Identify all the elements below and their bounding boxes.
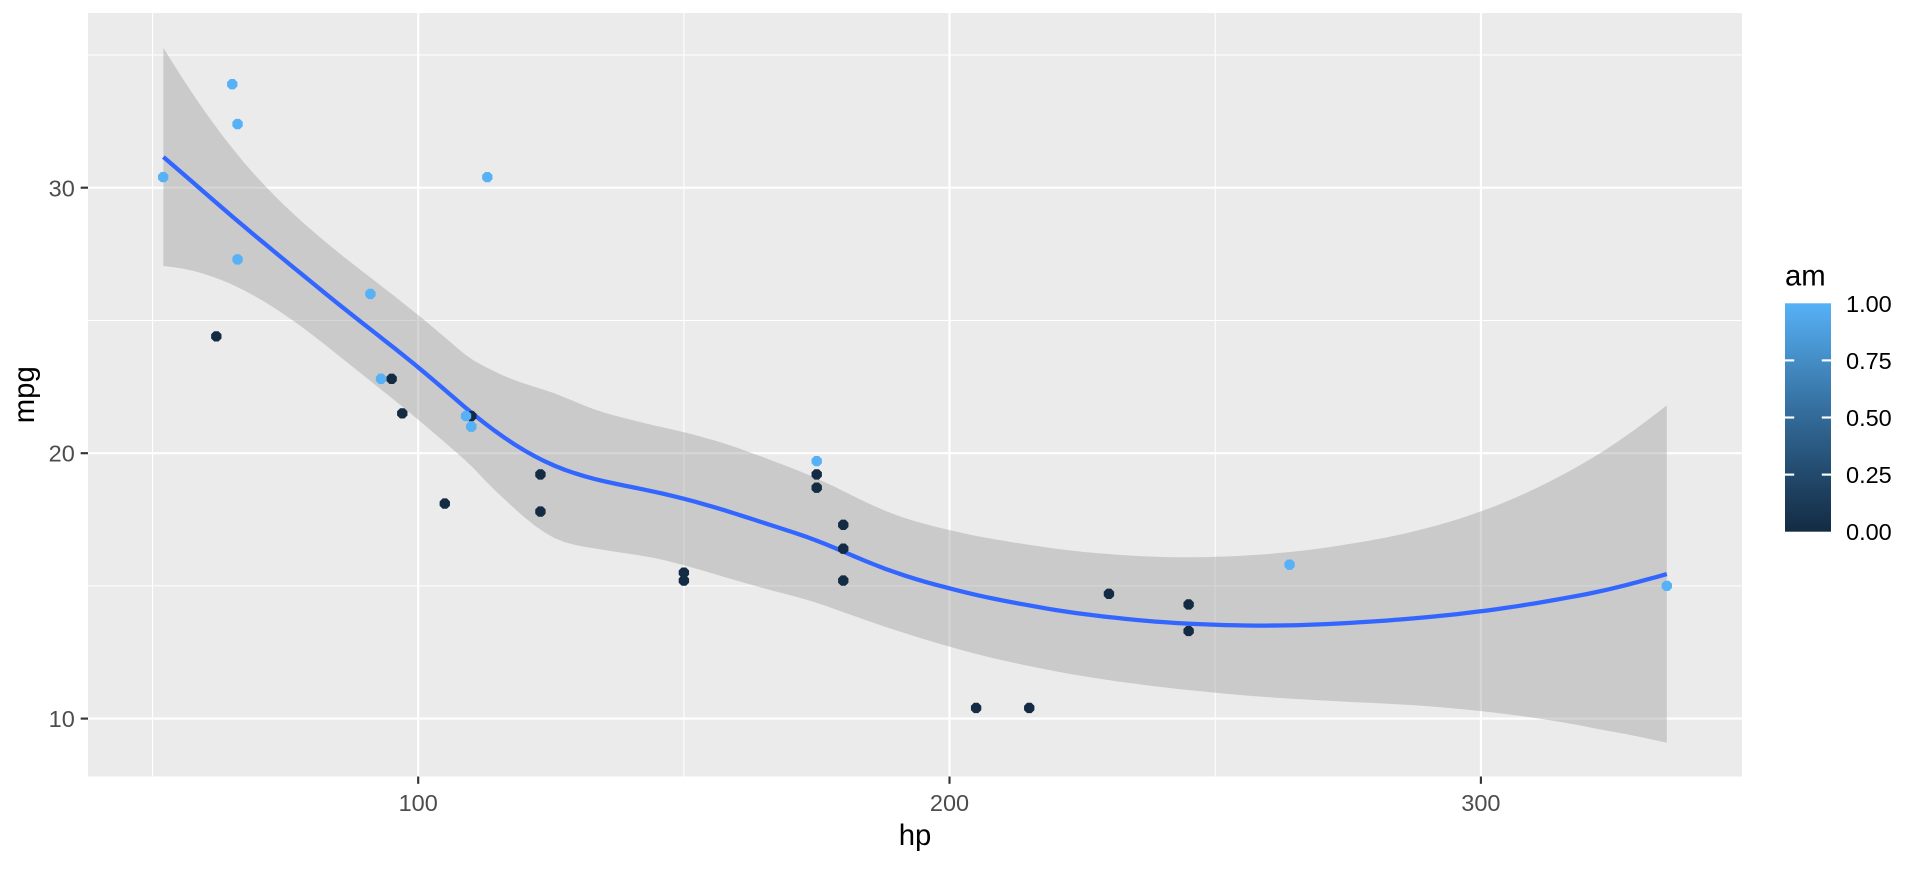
svg-text:1.00: 1.00	[1846, 291, 1892, 317]
svg-text:300: 300	[1461, 790, 1500, 816]
svg-text:100: 100	[399, 790, 438, 816]
svg-text:mpg: mpg	[8, 366, 41, 423]
svg-text:20: 20	[49, 441, 75, 467]
svg-text:am: am	[1785, 260, 1826, 293]
svg-text:0.25: 0.25	[1846, 462, 1892, 488]
svg-text:0.75: 0.75	[1846, 348, 1892, 374]
svg-text:0.50: 0.50	[1846, 405, 1892, 431]
svg-text:200: 200	[930, 790, 969, 816]
svg-text:10: 10	[49, 706, 75, 732]
svg-text:0.00: 0.00	[1846, 519, 1892, 545]
svg-text:hp: hp	[899, 819, 932, 852]
svg-text:30: 30	[49, 175, 75, 201]
